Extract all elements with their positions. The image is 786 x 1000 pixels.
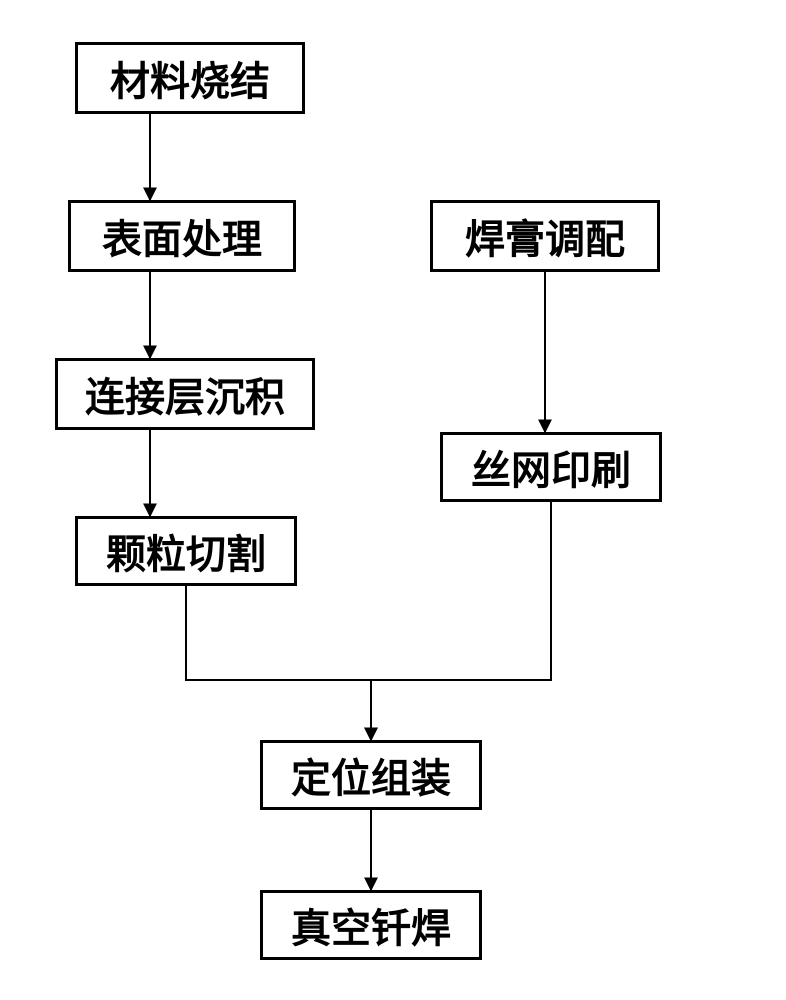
- node-label: 焊膏调配: [465, 207, 625, 265]
- node-label: 连接层沉积: [85, 365, 285, 423]
- flowchart-edges: [0, 0, 786, 1000]
- flowchart-node: 丝网印刷: [440, 432, 662, 502]
- node-label: 真空钎焊: [291, 896, 451, 954]
- flowchart-edge: [186, 586, 371, 740]
- node-label: 颗粒切割: [106, 522, 266, 580]
- node-label: 丝网印刷: [471, 438, 631, 496]
- flowchart-node: 焊膏调配: [430, 200, 660, 272]
- flowchart-node: 真空钎焊: [260, 890, 482, 960]
- flowchart-node: 颗粒切割: [75, 516, 297, 586]
- flowchart-node: 连接层沉积: [55, 358, 315, 430]
- node-label: 材料烧结: [110, 49, 270, 107]
- node-label: 定位组装: [291, 746, 451, 804]
- flowchart-node: 定位组装: [260, 740, 482, 810]
- flowchart-edge: [371, 502, 551, 740]
- node-label: 表面处理: [102, 207, 262, 265]
- flowchart-node: 材料烧结: [75, 42, 305, 114]
- flowchart-node: 表面处理: [68, 200, 296, 272]
